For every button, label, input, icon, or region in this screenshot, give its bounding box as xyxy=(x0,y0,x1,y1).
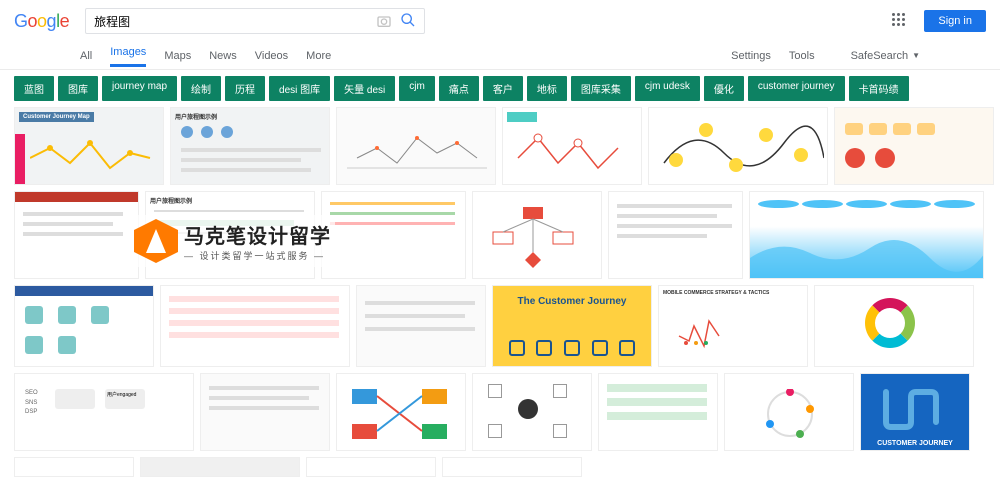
tab-all[interactable]: All xyxy=(80,50,92,62)
thumb-label: 用户旅程图示例 xyxy=(175,112,217,121)
chip[interactable]: 图库采集 xyxy=(571,76,631,101)
settings-link[interactable]: Settings xyxy=(731,50,771,62)
chip[interactable]: cjm udesk xyxy=(635,76,700,101)
watermark-logo: 马克笔设计留学 — 设计类留学一站式服务 — xyxy=(130,215,335,267)
nav-bar: All Images Maps News Videos More Setting… xyxy=(0,42,1000,70)
result-thumb[interactable] xyxy=(472,191,602,279)
chip[interactable]: customer journey xyxy=(748,76,845,101)
signin-button[interactable]: Sign in xyxy=(924,10,986,32)
result-thumb[interactable] xyxy=(749,191,984,279)
chip[interactable]: 地标 xyxy=(527,76,567,101)
result-thumb[interactable] xyxy=(160,285,350,367)
result-thumb[interactable] xyxy=(502,107,642,185)
chip[interactable]: 绘制 xyxy=(181,76,221,101)
result-thumb[interactable] xyxy=(14,285,154,367)
watermark-title: 马克笔设计留学 xyxy=(184,220,331,249)
result-thumb[interactable] xyxy=(306,457,436,477)
result-thumb[interactable] xyxy=(336,373,466,451)
result-thumb[interactable] xyxy=(442,457,582,477)
result-thumb[interactable]: The Customer Journey xyxy=(492,285,652,367)
result-thumb[interactable]: MOBILE COMMERCE STRATEGY & TACTICS xyxy=(658,285,808,367)
camera-icon[interactable] xyxy=(376,13,392,29)
chip[interactable]: 痛点 xyxy=(439,76,479,101)
tab-videos[interactable]: Videos xyxy=(255,50,288,62)
filter-chips: 蓝图 图库 journey map 绘制 历程 desi 图库 矢量 desi … xyxy=(0,70,1000,107)
search-icon[interactable] xyxy=(400,12,416,31)
chip[interactable]: 矢量 desi xyxy=(334,76,395,101)
thumb-label: Customer Journey Map xyxy=(19,112,94,122)
result-thumb[interactable] xyxy=(608,191,743,279)
google-logo[interactable]: Google xyxy=(14,11,69,32)
chip[interactable]: cjm xyxy=(399,76,435,101)
chip[interactable]: 優化 xyxy=(704,76,744,101)
result-thumb[interactable] xyxy=(140,457,300,477)
tab-news[interactable]: News xyxy=(209,50,237,62)
result-thumb[interactable] xyxy=(834,107,994,185)
thumb-label: 用户旅程图示例 xyxy=(150,196,192,205)
search-box[interactable] xyxy=(85,8,425,34)
apps-icon[interactable] xyxy=(892,13,908,29)
hexagon-icon xyxy=(134,219,178,263)
result-thumb[interactable]: 用户旅程图示例 xyxy=(170,107,330,185)
thumb-title: The Customer Journey xyxy=(493,286,651,307)
result-thumb[interactable] xyxy=(14,191,139,279)
thumb-label: MOBILE COMMERCE STRATEGY & TACTICS xyxy=(663,290,769,296)
search-input[interactable] xyxy=(94,14,368,28)
result-thumb[interactable] xyxy=(472,373,592,451)
watermark-subtitle: — 设计类留学一站式服务 — xyxy=(184,249,331,262)
result-thumb[interactable]: Customer Journey Map xyxy=(14,107,164,185)
chip[interactable]: desi 图库 xyxy=(269,76,330,101)
result-thumb[interactable] xyxy=(321,191,466,279)
tab-maps[interactable]: Maps xyxy=(164,50,191,62)
chip[interactable]: journey map xyxy=(102,76,177,101)
result-thumb[interactable] xyxy=(648,107,828,185)
chip[interactable]: 客户 xyxy=(483,76,523,101)
result-thumb[interactable]: CUSTOMER JOURNEY xyxy=(860,373,970,451)
chip[interactable]: 历程 xyxy=(225,76,265,101)
chevron-down-icon: ▼ xyxy=(912,51,920,60)
safesearch-toggle[interactable]: SafeSearch xyxy=(851,50,908,62)
tab-images[interactable]: Images xyxy=(110,46,146,67)
result-thumb[interactable] xyxy=(356,285,486,367)
result-thumb[interactable] xyxy=(814,285,974,367)
chip[interactable]: 蓝图 xyxy=(14,76,54,101)
result-thumb[interactable] xyxy=(14,457,134,477)
chip[interactable]: 图库 xyxy=(58,76,98,101)
result-thumb[interactable] xyxy=(598,373,718,451)
result-thumb[interactable] xyxy=(336,107,496,185)
thumb-label: CUSTOMER JOURNEY xyxy=(861,440,969,447)
tools-link[interactable]: Tools xyxy=(789,50,815,62)
tab-more[interactable]: More xyxy=(306,50,331,62)
result-thumb[interactable]: SEOSNSDSP 用户engaged xyxy=(14,373,194,451)
result-thumb[interactable] xyxy=(724,373,854,451)
result-thumb[interactable] xyxy=(200,373,330,451)
chip[interactable]: 卡首码绩 xyxy=(849,76,909,101)
image-results: Customer Journey Map 用户旅程图示例 xyxy=(0,107,1000,477)
